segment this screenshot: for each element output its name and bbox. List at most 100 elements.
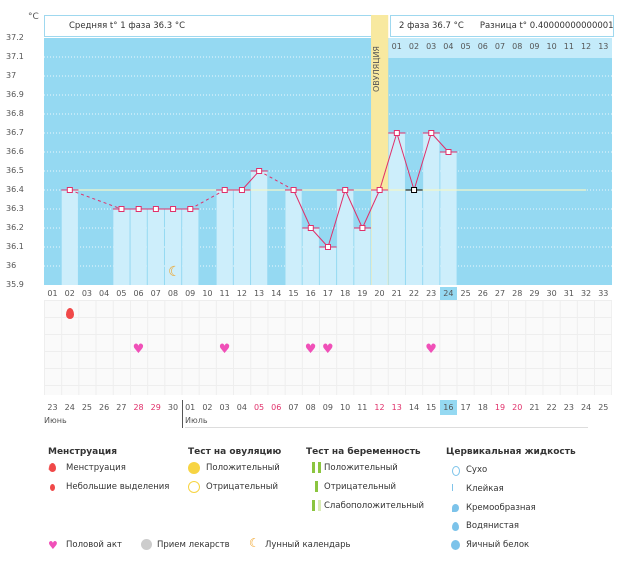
temperature-bar bbox=[164, 209, 182, 285]
cycle-day-label[interactable]: 15 bbox=[288, 289, 299, 298]
cycle-day-label[interactable]: 07 bbox=[150, 289, 161, 298]
cycle-day-label[interactable]: 23 bbox=[426, 289, 437, 298]
calendar-date[interactable]: 24 bbox=[580, 403, 592, 412]
cycle-day-label[interactable]: 16 bbox=[305, 289, 316, 298]
cycle-day-label[interactable]: 10 bbox=[202, 289, 213, 298]
cycle-day-label[interactable]: 05 bbox=[116, 289, 127, 298]
cycle-day-label[interactable]: 20 bbox=[374, 289, 385, 298]
cycle-day-label[interactable]: 03 bbox=[81, 289, 93, 298]
cycle-day-label[interactable]: 19 bbox=[357, 289, 368, 298]
negative-circle-icon bbox=[188, 481, 200, 493]
calendar-date[interactable]: 11 bbox=[357, 403, 368, 412]
calendar-date[interactable]: 19 bbox=[494, 403, 506, 412]
bbt-chart[interactable] bbox=[0, 0, 640, 300]
y-tick-label: 36.9 bbox=[6, 90, 24, 99]
calendar-date[interactable]: 14 bbox=[408, 403, 420, 412]
cycle-day-label[interactable]: 22 bbox=[408, 289, 420, 298]
calendar-date[interactable]: 13 bbox=[391, 403, 402, 412]
temperature-line bbox=[361, 189, 381, 229]
calendar-date[interactable]: 08 bbox=[305, 403, 316, 412]
calendar-date[interactable]: 29 bbox=[150, 403, 161, 412]
calendar-date[interactable]: 09 bbox=[322, 403, 333, 412]
calendar-date[interactable]: 16 bbox=[439, 400, 457, 415]
cycle-day-label[interactable]: 01 bbox=[47, 289, 58, 298]
calendar-date[interactable]: 10 bbox=[340, 403, 351, 412]
temperature-bar bbox=[354, 228, 371, 285]
y-tick-label: 36.8 bbox=[6, 109, 24, 118]
calendar-date[interactable]: 23 bbox=[47, 403, 58, 412]
calendar-date[interactable]: 12 bbox=[374, 403, 385, 412]
calendar-date[interactable]: 06 bbox=[271, 403, 282, 412]
calendar-date[interactable]: 04 bbox=[236, 403, 247, 412]
cycle-day-label[interactable]: 21 bbox=[391, 289, 402, 298]
cycle-day-label[interactable]: 18 bbox=[340, 289, 351, 298]
y-tick-label: 37 bbox=[6, 71, 17, 80]
cycle-day-label[interactable]: 14 bbox=[271, 289, 282, 298]
legend-ovu-positive: Положительный bbox=[206, 463, 280, 473]
intercourse-heart-icon[interactable]: ♥ bbox=[132, 342, 145, 357]
calendar-date[interactable]: 21 bbox=[529, 403, 540, 412]
cycle-day-label[interactable]: 30 bbox=[546, 289, 557, 298]
cycle-day-label[interactable]: 29 bbox=[529, 289, 540, 298]
cycle-day-label[interactable]: 08 bbox=[167, 289, 179, 298]
cycle-day-label[interactable]: 31 bbox=[563, 289, 574, 298]
intercourse-heart-icon[interactable]: ♥ bbox=[218, 342, 231, 357]
legend-spotting-label: Небольшие выделения bbox=[66, 482, 170, 492]
temperature-point bbox=[238, 187, 245, 193]
calendar-date[interactable]: 20 bbox=[512, 403, 523, 412]
cycle-day-label[interactable]: 06 bbox=[133, 289, 144, 298]
cycle-day-label[interactable]: 09 bbox=[185, 289, 196, 298]
cycle-day-label[interactable]: 27 bbox=[494, 289, 506, 298]
cycle-day-label[interactable]: 12 bbox=[236, 289, 247, 298]
temperature-bar bbox=[388, 133, 405, 285]
cycle-day-label[interactable]: 02 bbox=[64, 289, 75, 298]
menstruation-drop-icon[interactable] bbox=[65, 308, 74, 319]
cycle-day-label[interactable]: 11 bbox=[219, 289, 230, 298]
unit-label: °C bbox=[28, 12, 39, 22]
temperature-bar bbox=[440, 152, 457, 285]
cycle-day-label[interactable]: 33 bbox=[598, 289, 609, 298]
calendar-date[interactable]: 01 bbox=[185, 403, 196, 412]
temperature-bar bbox=[147, 209, 164, 285]
calendar-date[interactable]: 24 bbox=[64, 403, 75, 412]
calendar-date[interactable]: 30 bbox=[167, 403, 179, 412]
intercourse-heart-icon[interactable]: ♥ bbox=[425, 342, 437, 357]
calendar-date[interactable]: 15 bbox=[426, 403, 437, 412]
legend-moon: Лунный календарь bbox=[265, 540, 351, 550]
calendar-date[interactable]: 26 bbox=[99, 403, 110, 412]
temperature-line bbox=[190, 189, 225, 210]
calendar-date[interactable]: 07 bbox=[288, 403, 299, 412]
calendar-date[interactable]: 02 bbox=[202, 403, 213, 412]
calendar-date[interactable]: 28 bbox=[133, 403, 144, 412]
temperature-point bbox=[118, 206, 125, 212]
calendar-date[interactable]: 18 bbox=[477, 403, 488, 412]
cycle-day-label[interactable]: 28 bbox=[512, 289, 523, 298]
calendar-date[interactable]: 03 bbox=[219, 403, 230, 412]
cycle-day-label[interactable]: 26 bbox=[477, 289, 488, 298]
temperature-bar bbox=[216, 190, 233, 285]
temperature-point bbox=[411, 187, 418, 193]
phase2-day-label: 03 bbox=[426, 42, 437, 51]
cycle-day-label[interactable]: 17 bbox=[322, 289, 333, 298]
calendar-date[interactable]: 05 bbox=[253, 403, 265, 412]
calendar-date[interactable]: 23 bbox=[563, 403, 574, 412]
cycle-day-label[interactable]: 13 bbox=[253, 289, 265, 298]
intercourse-heart-icon[interactable]: ♥ bbox=[304, 342, 317, 357]
calendar-date[interactable]: 25 bbox=[598, 403, 609, 412]
temperature-point bbox=[66, 187, 73, 193]
temperature-line bbox=[379, 132, 398, 191]
intercourse-heart-icon[interactable]: ♥ bbox=[322, 342, 334, 357]
calendar-date[interactable]: 27 bbox=[116, 403, 127, 412]
y-tick-label: 35.9 bbox=[6, 280, 24, 289]
cycle-day-label[interactable]: 24 bbox=[439, 287, 457, 301]
calendar-date[interactable]: 22 bbox=[546, 403, 557, 412]
temperature-point bbox=[135, 206, 142, 212]
calendar-date[interactable]: 17 bbox=[460, 403, 471, 412]
cycle-day-label[interactable]: 32 bbox=[580, 289, 592, 298]
calendar-date[interactable]: 25 bbox=[81, 403, 93, 412]
temperature-point bbox=[325, 244, 331, 250]
cycle-day-label[interactable]: 04 bbox=[99, 289, 110, 298]
cycle-day-label[interactable]: 25 bbox=[460, 289, 471, 298]
temperature-bar bbox=[371, 190, 388, 285]
events-grid[interactable] bbox=[44, 300, 612, 395]
